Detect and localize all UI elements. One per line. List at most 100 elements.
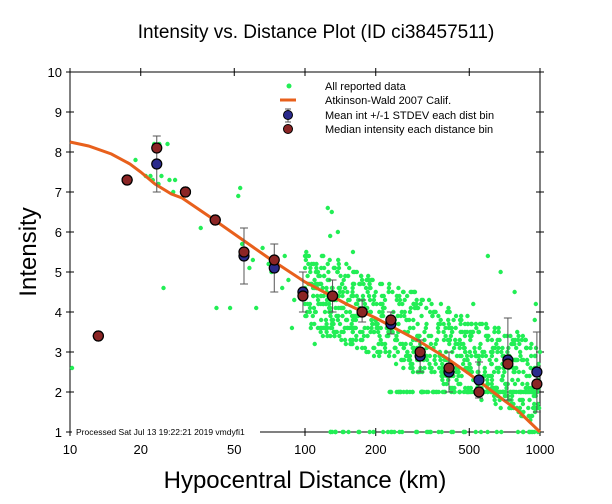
data-point xyxy=(496,329,501,335)
data-point xyxy=(397,297,403,303)
data-point xyxy=(353,317,359,323)
data-point xyxy=(524,345,530,351)
data-point xyxy=(365,273,371,279)
data-point xyxy=(441,337,447,343)
data-point xyxy=(328,333,333,339)
data-point xyxy=(451,345,457,351)
median-marker xyxy=(414,346,426,358)
data-point xyxy=(165,141,170,147)
data-point xyxy=(396,389,402,395)
data-point xyxy=(523,389,528,395)
median-marker xyxy=(356,306,368,318)
legend-all-data-icon xyxy=(286,83,292,89)
data-point xyxy=(537,349,543,355)
legend-median-icon xyxy=(283,124,293,134)
data-point xyxy=(378,349,383,355)
data-point xyxy=(376,341,381,347)
data-point xyxy=(438,321,443,327)
data-point xyxy=(369,325,374,331)
y-tick-label: 9 xyxy=(55,105,62,120)
data-point xyxy=(334,313,339,319)
data-point xyxy=(489,353,495,359)
data-point xyxy=(520,381,525,387)
data-point xyxy=(354,345,360,351)
data-point xyxy=(354,269,360,275)
data-point xyxy=(380,429,386,435)
data-point xyxy=(451,317,456,323)
x-tick-label: 20 xyxy=(134,442,148,457)
data-point xyxy=(446,317,451,323)
data-point xyxy=(398,341,403,347)
y-tick-label: 1 xyxy=(55,425,62,440)
data-point xyxy=(414,305,420,311)
legend-label-mean: Mean int +/-1 STDEV each dist bin xyxy=(325,110,494,122)
data-point xyxy=(457,337,462,343)
data-point xyxy=(303,257,309,263)
data-point xyxy=(509,341,514,347)
data-point xyxy=(313,309,318,315)
data-point xyxy=(514,345,519,351)
data-point xyxy=(471,301,476,307)
data-point xyxy=(490,345,496,351)
y-tick-label: 5 xyxy=(55,265,62,280)
data-point xyxy=(438,357,443,363)
data-point xyxy=(424,305,429,311)
data-point xyxy=(467,349,473,355)
data-point xyxy=(489,361,494,367)
data-point xyxy=(411,325,416,331)
data-point xyxy=(365,289,370,295)
data-point xyxy=(319,253,325,259)
data-point xyxy=(472,345,477,351)
data-point xyxy=(236,193,241,199)
data-point xyxy=(386,329,391,335)
data-point xyxy=(358,337,363,343)
data-point xyxy=(333,429,338,435)
data-point xyxy=(393,361,399,367)
data-point xyxy=(418,301,423,307)
data-point xyxy=(436,429,441,435)
data-point xyxy=(366,293,372,299)
data-point xyxy=(337,333,342,339)
data-point xyxy=(410,389,415,395)
data-point xyxy=(357,429,362,435)
data-point xyxy=(308,269,313,275)
data-point xyxy=(387,281,392,287)
data-point xyxy=(467,361,472,367)
data-point xyxy=(332,333,337,339)
data-point xyxy=(343,317,349,323)
data-point xyxy=(433,309,438,315)
data-point xyxy=(349,293,354,299)
data-point xyxy=(516,333,521,339)
data-point xyxy=(482,365,487,371)
data-point xyxy=(466,385,471,391)
data-point xyxy=(511,369,516,375)
data-point xyxy=(359,345,365,351)
data-point xyxy=(310,313,316,319)
data-point xyxy=(512,289,517,295)
data-point xyxy=(439,365,445,371)
legend-label-all-data: All reported data xyxy=(325,81,407,93)
data-point xyxy=(313,269,319,275)
data-point xyxy=(492,329,497,335)
data-point xyxy=(312,277,317,283)
data-point xyxy=(464,329,470,335)
data-point xyxy=(454,377,459,383)
data-point xyxy=(450,329,455,335)
data-point xyxy=(476,353,482,359)
data-point xyxy=(367,429,372,435)
y-tick-label: 2 xyxy=(55,385,62,400)
data-point xyxy=(466,389,471,395)
data-point xyxy=(463,349,468,355)
data-point xyxy=(214,305,219,311)
data-point xyxy=(323,317,329,323)
data-point xyxy=(349,313,355,319)
data-point xyxy=(327,257,332,263)
data-point xyxy=(494,341,499,347)
data-point xyxy=(318,317,324,323)
data-point xyxy=(350,329,355,335)
data-point xyxy=(446,377,451,383)
data-point xyxy=(309,321,314,327)
data-point xyxy=(380,301,385,307)
data-point xyxy=(485,337,490,343)
